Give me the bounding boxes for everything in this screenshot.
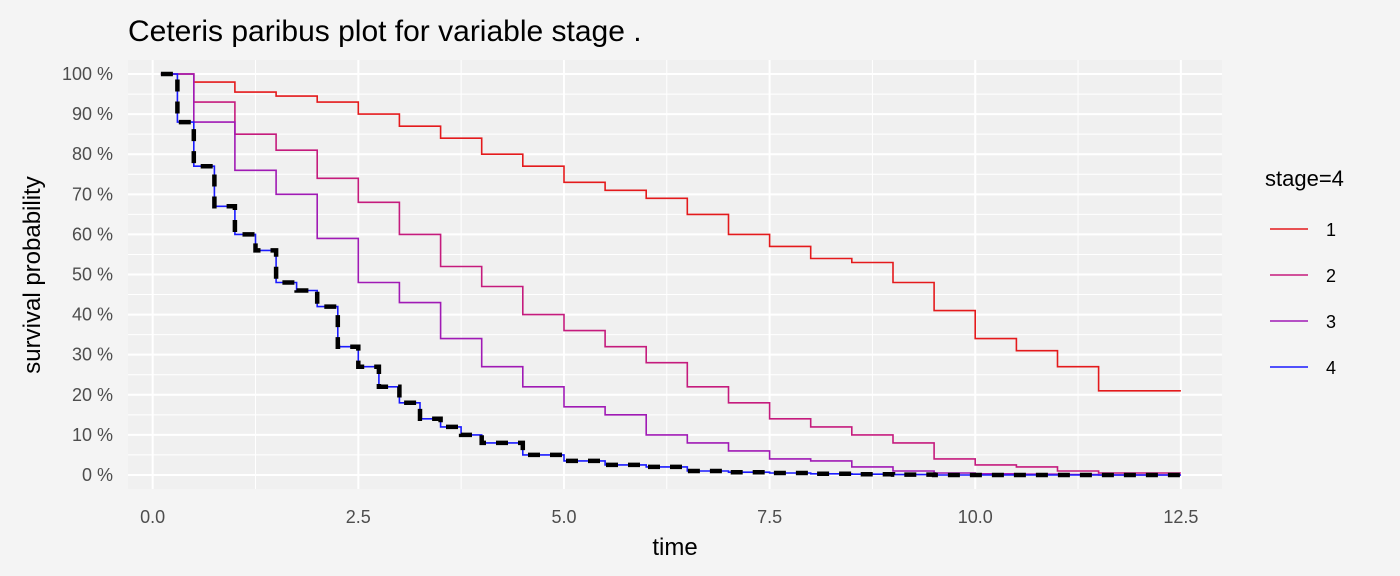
y-axis-ticks: 0 % 10 % 20 % 30 % 40 % 50 % 60 % 70 % 80 % 90 % 1… [62,64,113,485]
x-tick-label: 5.0 [551,507,576,527]
y-tick-label: 70 % [72,184,113,204]
series-line-stage-1 [160,73,1181,392]
x-tick-label: 12.5 [1163,507,1198,527]
series-line-stage-2 [160,73,1181,474]
y-tick-label: 100 % [62,64,113,84]
x-tick-label: 2.5 [346,507,371,527]
y-axis-title: survival probability [19,176,46,373]
y-tick-label: 40 % [72,305,113,325]
grid-lines [128,60,1222,489]
y-tick-label: 60 % [72,224,113,244]
series-group [160,71,1181,478]
y-tick-label: 90 % [72,104,113,124]
x-tick-label: 0.0 [140,507,165,527]
y-tick-label: 20 % [72,385,113,405]
legend-label: 3 [1326,312,1336,332]
legend-label: 2 [1326,266,1336,286]
legend: stage=4 1 2 3 4 [1265,166,1344,378]
legend-title: stage=4 [1265,166,1344,191]
y-tick-label: 50 % [72,265,113,285]
x-tick-label: 7.5 [757,507,782,527]
reference-dashed-line [160,71,1181,478]
legend-label: 4 [1326,358,1336,378]
y-tick-label: 0 % [82,465,113,485]
y-tick-label: 80 % [72,144,113,164]
x-axis-ticks: 0.0 2.5 5.0 7.5 10.0 12.5 [140,507,1198,527]
y-tick-label: 30 % [72,345,113,365]
x-tick-label: 10.0 [958,507,993,527]
y-tick-label: 10 % [72,425,113,445]
x-axis-title: time [652,534,697,561]
legend-label: 1 [1326,220,1336,240]
chart-title: Ceteris paribus plot for variable stage … [128,15,642,48]
